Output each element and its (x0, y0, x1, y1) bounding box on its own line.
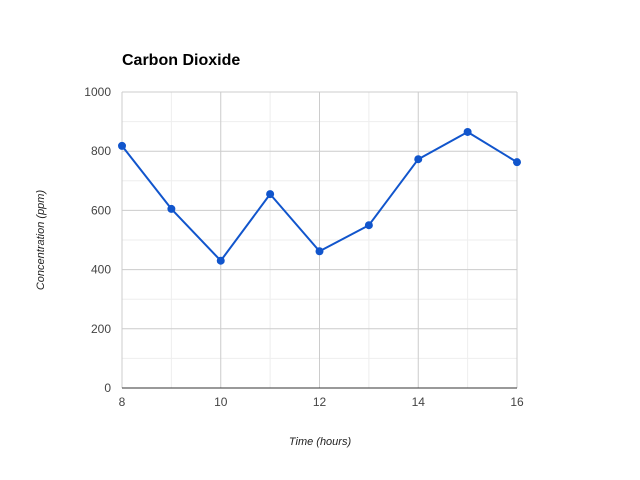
x-axis-label: Time (hours) (288, 436, 352, 448)
chart-title: Carbon Dioxide (122, 52, 241, 69)
y-tick-label: 400 (91, 263, 111, 277)
data-point (414, 155, 423, 164)
y-tick-label: 0 (104, 381, 111, 395)
tick-labels: 0 200 400 600 800 1000 8 10 12 14 16 (84, 85, 524, 409)
data-point (364, 221, 373, 230)
y-tick-label: 1000 (84, 85, 111, 99)
x-tick-label: 12 (313, 395, 327, 409)
data-point (513, 158, 521, 167)
data-point (315, 247, 324, 256)
y-tick-label: 800 (91, 144, 111, 158)
x-tick-label: 8 (119, 395, 126, 409)
data-point (118, 141, 126, 150)
data-point (463, 127, 472, 136)
gridlines (121, 91, 518, 388)
x-tick-label: 16 (510, 395, 524, 409)
data-point (266, 190, 275, 199)
y-tick-label: 200 (91, 322, 111, 336)
x-tick-label: 10 (214, 395, 228, 409)
x-tick-label: 14 (412, 395, 426, 409)
data-point (167, 204, 176, 213)
data-point (216, 256, 225, 265)
series-group (118, 127, 521, 265)
y-tick-label: 600 (91, 203, 111, 217)
